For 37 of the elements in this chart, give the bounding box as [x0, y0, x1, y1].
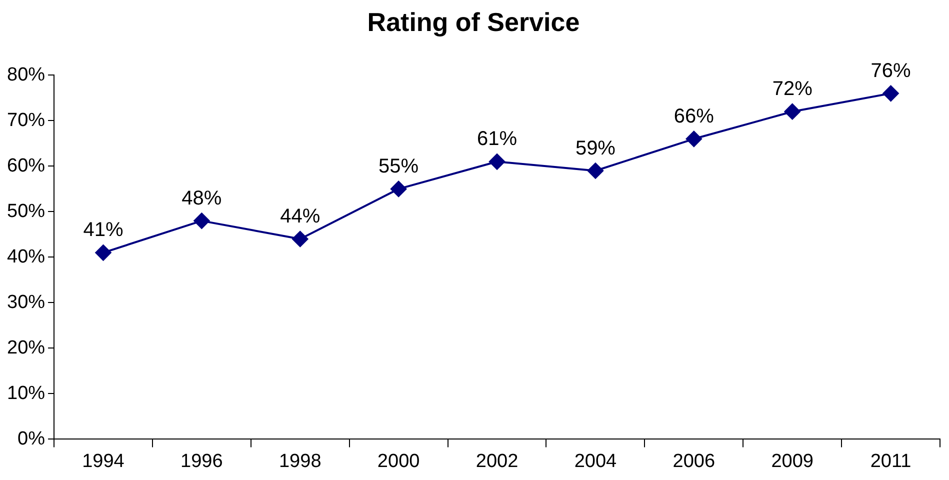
x-tick-label: 2009 [771, 450, 814, 472]
x-tick-label: 2002 [476, 450, 518, 472]
data-label: 59% [575, 137, 616, 160]
point [390, 180, 407, 197]
x-tick-label: 2004 [574, 450, 618, 472]
data-label: 61% [477, 128, 518, 150]
y-tick-label: 70% [6, 110, 46, 131]
data-label: 72% [772, 78, 813, 100]
y-tick-label: 0% [18, 428, 46, 450]
y-tick-label: 60% [6, 155, 46, 176]
y-tick-label: 80% [6, 64, 46, 86]
data-label: 66% [674, 105, 714, 128]
x-tick-label: 1996 [180, 450, 223, 472]
point [292, 231, 308, 247]
x-tick-label: 1998 [278, 450, 322, 472]
x-tick-label: 1994 [82, 450, 125, 472]
data-label: 41% [83, 219, 124, 242]
x-tick-label: 2000 [377, 450, 420, 472]
point [95, 244, 112, 261]
y-tick-label: 40% [6, 246, 46, 268]
y-tick-label: 20% [6, 337, 46, 358]
point [686, 130, 702, 147]
point [489, 154, 506, 170]
x-tick-label: 2006 [672, 450, 716, 472]
y-tick-label: 30% [6, 292, 46, 313]
data-label: 76% [870, 60, 912, 82]
y-tick-label: 50% [6, 200, 46, 222]
x-tick-label: 2011 [870, 450, 912, 472]
data-label: 55% [378, 155, 419, 178]
chart-title: Rating of Service [367, 6, 580, 37]
point [784, 104, 800, 120]
y-tick-label: 10% [6, 382, 46, 404]
point [194, 212, 210, 229]
data-label: 48% [182, 187, 222, 210]
point [587, 162, 604, 179]
data-label: 44% [280, 206, 320, 228]
point [882, 85, 899, 102]
